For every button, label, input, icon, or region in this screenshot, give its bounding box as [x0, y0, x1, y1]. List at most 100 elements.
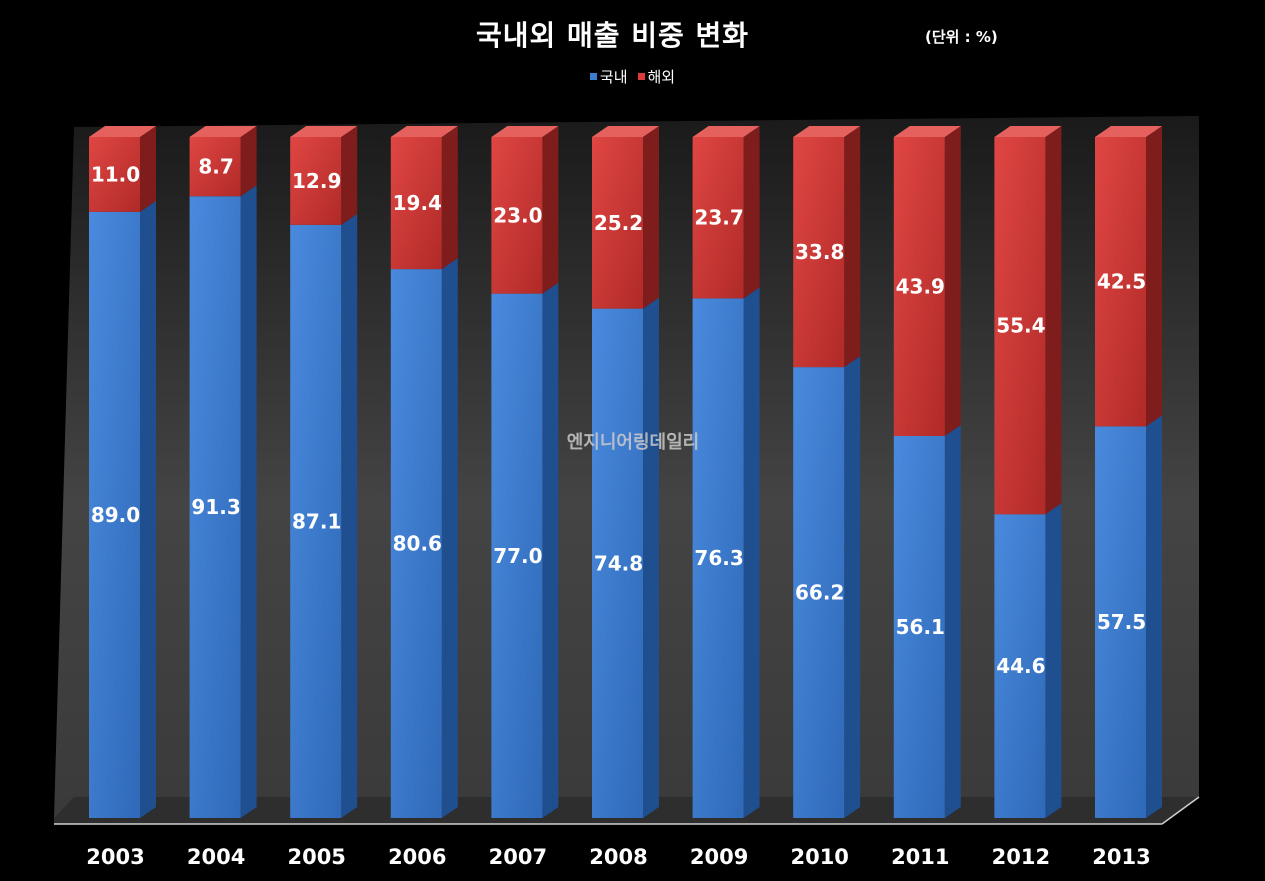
bar-2008-overseas — [592, 137, 643, 309]
bar-2003-domestic-side — [140, 200, 156, 818]
bar-2007-domestic-side — [542, 282, 559, 818]
value-label-2010-domestic: 66.2 — [795, 581, 844, 605]
value-label-2010-overseas: 33.8 — [795, 240, 844, 264]
bar-2005-overseas-side — [341, 126, 358, 225]
value-label-2003-domestic: 89.0 — [91, 503, 140, 527]
bar-2009-domestic — [692, 298, 744, 819]
bar-2008-top — [592, 126, 659, 137]
bar-2012-top — [994, 126, 1062, 137]
x-tick-label-2007: 2007 — [489, 845, 547, 869]
chart-layer: 89.0 11.0 2003 91.3 8.7 2004 87.1 12.9 2005 80.6 1… — [54, 116, 1200, 869]
bar-2010-domestic — [793, 367, 845, 818]
bar-2006-top — [390, 126, 458, 137]
bar-2013-domestic-side — [1146, 415, 1162, 818]
bar-2013-top — [1095, 126, 1162, 137]
legend-swatch-overseas — [637, 73, 645, 80]
value-label-2011-domestic: 56.1 — [896, 615, 945, 639]
bar-2012-overseas — [994, 137, 1046, 515]
bar-2012-domestic — [994, 514, 1046, 818]
value-label-2005-domestic: 87.1 — [292, 509, 341, 533]
value-label-2009-overseas: 23.7 — [694, 206, 743, 230]
bar-2010-overseas-side — [844, 126, 861, 368]
bar-2006-overseas — [390, 137, 442, 270]
bar-2004-domestic — [189, 196, 241, 818]
legend-label-overseas: 해외 — [647, 68, 676, 86]
value-label-2007-overseas: 23.0 — [493, 203, 542, 227]
bar-2011-overseas-side — [944, 126, 961, 436]
bar-2011-top — [893, 126, 961, 137]
x-tick-label-2009: 2009 — [690, 845, 748, 869]
bar-2005-overseas — [290, 137, 342, 225]
bar-2011-domestic-side — [944, 424, 961, 818]
value-label-2013-overseas: 42.5 — [1097, 270, 1146, 294]
x-tick-label-2003: 2003 — [86, 845, 144, 869]
bar-2006-domestic-side — [441, 258, 458, 818]
unit-note: (단위 : %) — [925, 28, 998, 46]
bar-2003-overseas-side — [140, 126, 156, 212]
bar-2009-overseas — [692, 137, 744, 299]
legend-entry-overseas: 해외 — [637, 66, 676, 87]
bar-2012-domestic-side — [1045, 503, 1062, 818]
bar-2009-top — [692, 126, 760, 137]
legend-entry-domestic: 국내 — [589, 66, 628, 87]
value-label-2004-overseas: 8.7 — [198, 155, 233, 179]
legend-label-domestic: 국내 — [599, 68, 628, 86]
bar-2007-overseas — [491, 137, 543, 294]
bar-2003-domestic — [89, 211, 140, 818]
bar-2003-overseas — [89, 137, 140, 212]
watermark-text: 엔지니어링데일리 — [567, 432, 699, 453]
bar-2004-overseas-side — [240, 126, 257, 197]
value-label-2006-overseas: 19.4 — [393, 191, 442, 215]
value-label-2003-overseas: 11.0 — [91, 162, 140, 186]
x-tick-label-2004: 2004 — [187, 845, 245, 869]
bar-2008-domestic-side — [643, 297, 659, 818]
bar-2009-overseas-side — [743, 126, 760, 299]
value-label-2012-domestic: 44.6 — [996, 654, 1045, 678]
bar-2007-top — [491, 126, 559, 137]
bar-2013-overseas-side — [1146, 126, 1162, 427]
value-label-2007-domestic: 77.0 — [493, 544, 542, 568]
chart-title: 국내외 매출 비중 변화 — [475, 19, 750, 52]
bar-2005-domestic-side — [341, 213, 358, 818]
legend: 국내 해외 — [0, 66, 1265, 87]
value-label-2013-domestic: 57.5 — [1097, 610, 1146, 634]
bar-2011-domestic — [893, 435, 945, 818]
bar-2013-domestic — [1095, 426, 1146, 818]
bar-2010-top — [793, 126, 861, 137]
x-tick-label-2005: 2005 — [287, 845, 345, 869]
bar-2004-overseas — [189, 137, 241, 197]
bar-2008-overseas-side — [643, 126, 659, 309]
value-label-2005-overseas: 12.9 — [292, 169, 341, 193]
value-label-2008-domestic: 74.8 — [594, 551, 643, 575]
bar-2011-overseas — [893, 137, 945, 436]
x-tick-label-2013: 2013 — [1092, 845, 1150, 869]
x-tick-label-2012: 2012 — [992, 845, 1050, 869]
x-tick-label-2006: 2006 — [388, 845, 446, 869]
value-label-2011-overseas: 43.9 — [896, 274, 945, 298]
x-axis-depth-line — [1161, 796, 1200, 825]
x-tick-label-2011: 2011 — [891, 845, 949, 869]
value-label-2009-domestic: 76.3 — [694, 546, 743, 570]
bar-2008-domestic — [592, 308, 643, 818]
value-label-2012-overseas: 55.4 — [996, 314, 1045, 338]
bar-2003-top — [89, 126, 156, 137]
value-label-2004-domestic: 91.3 — [191, 495, 240, 519]
bar-2012-overseas-side — [1045, 126, 1062, 515]
bar-2004-top — [189, 126, 257, 137]
bar-2009-domestic-side — [743, 287, 760, 819]
bar-2007-domestic — [491, 293, 543, 818]
bar-2010-domestic-side — [844, 356, 861, 818]
bar-2007-overseas-side — [542, 126, 559, 294]
bar-2005-top — [290, 126, 358, 137]
bar-2006-domestic — [390, 269, 442, 818]
bar-2013-overseas — [1095, 137, 1146, 427]
value-label-2006-domestic: 80.6 — [393, 532, 442, 556]
x-tick-label-2010: 2010 — [790, 845, 848, 869]
bar-2006-overseas-side — [441, 126, 458, 270]
value-label-2008-overseas: 25.2 — [594, 211, 643, 235]
legend-swatch-domestic — [589, 73, 597, 80]
bar-2004-domestic-side — [240, 185, 257, 818]
x-tick-label-2008: 2008 — [589, 845, 647, 869]
bar-2005-domestic — [290, 224, 342, 818]
